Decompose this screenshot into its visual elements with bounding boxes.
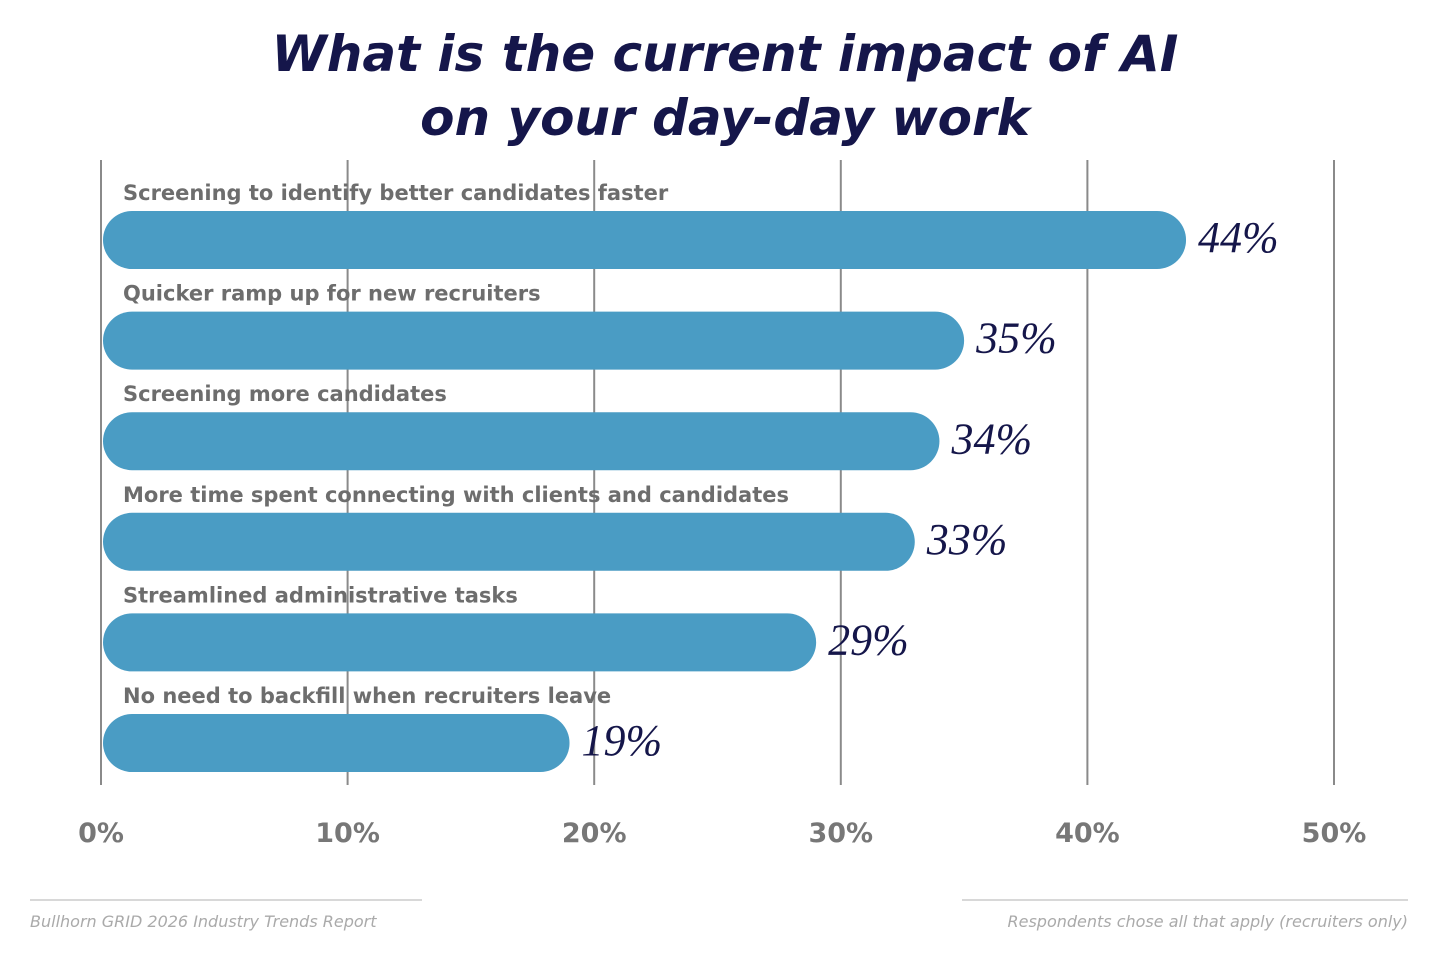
x-tick-label: 50%: [1302, 818, 1367, 849]
value-label: 34%: [950, 414, 1032, 463]
bar: [103, 211, 1187, 269]
bar: [103, 714, 570, 772]
x-tick-label: 10%: [315, 818, 380, 849]
category-label: Screening to identify better candidates …: [123, 181, 669, 205]
category-label: Screening more candidates: [123, 382, 447, 406]
bar: [103, 512, 915, 571]
bar: [103, 613, 817, 672]
bar: [103, 311, 965, 370]
x-tick-label: 20%: [562, 818, 627, 849]
value-label: 35%: [975, 314, 1057, 363]
bar: [103, 412, 940, 471]
category-label: More time spent connecting with clients …: [123, 483, 789, 507]
source: Bullhorn GRID 2026 Industry Trends Repor…: [30, 912, 377, 931]
value-label: 33%: [926, 515, 1008, 564]
x-tick-label: 40%: [1055, 818, 1120, 849]
x-tick-label: 0%: [78, 818, 124, 849]
category-label: Streamlined administrative tasks: [123, 583, 518, 607]
note: Respondents chose all that apply (recrui…: [1007, 912, 1408, 931]
value-label: 29%: [828, 615, 909, 664]
chart-title: What is the current impact of AI on your…: [271, 25, 1179, 147]
category-label: No need to backfill when recruiters leav…: [123, 684, 611, 708]
category-label: Quicker ramp up for new recruiters: [123, 282, 541, 306]
value-label: 19%: [582, 716, 663, 765]
value-label: 44%: [1198, 213, 1279, 262]
x-tick-label: 30%: [808, 818, 873, 849]
